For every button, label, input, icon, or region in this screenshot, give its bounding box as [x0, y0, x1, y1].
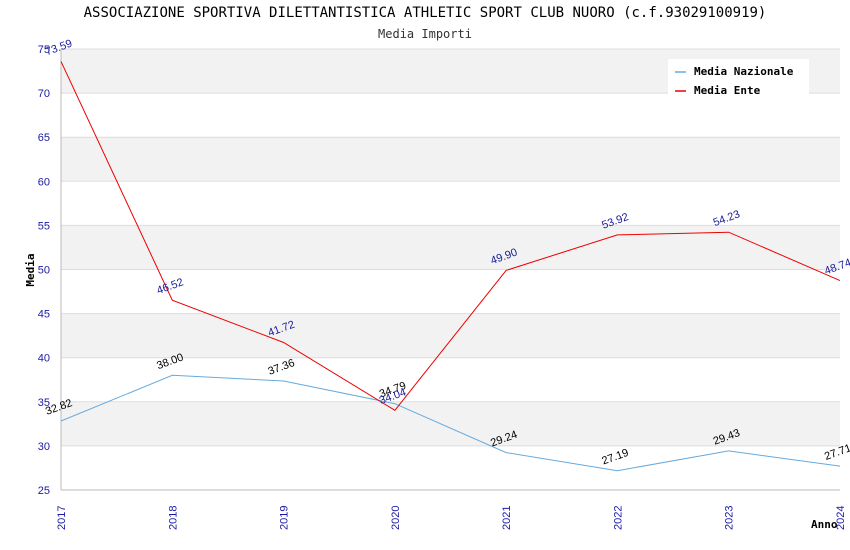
grid-band	[61, 313, 840, 358]
y-tick-label: 30	[38, 441, 50, 453]
grid-band	[61, 137, 840, 182]
legend: Media Nazionale Media Ente	[668, 59, 809, 97]
y-tick-label: 25	[38, 485, 50, 497]
y-tick-label: 45	[38, 309, 50, 321]
x-tick-label: 2024	[835, 506, 847, 530]
y-tick-label: 75	[38, 44, 50, 56]
chart-title: ASSOCIAZIONE SPORTIVA DILETTANTISTICA AT…	[83, 5, 767, 21]
y-axis-ticks: 25 30 35 40 45 50 55 60 65 70 75	[38, 44, 50, 497]
y-tick-label: 70	[38, 88, 50, 100]
x-axis-ticks: 2017 2018 2019 2020 2021 2022 2023 2024	[56, 506, 847, 530]
y-tick-label: 35	[38, 397, 50, 409]
y-tick-label: 65	[38, 132, 50, 144]
grid-band	[61, 401, 840, 446]
grid-band	[61, 357, 840, 402]
chart-subtitle: Media Importi	[378, 27, 472, 41]
grid-band	[61, 181, 840, 226]
x-tick-label: 2022	[612, 506, 624, 530]
x-tick-label: 2020	[390, 506, 402, 530]
series-line-ente	[60, 61, 841, 411]
x-axis-label: Anno	[811, 518, 838, 531]
x-tick-label: 2021	[501, 506, 513, 530]
grid-bands	[61, 49, 840, 490]
grid-band	[61, 93, 840, 138]
legend-label-nazionale: Media Nazionale	[694, 65, 794, 78]
series-line-nazionale	[60, 374, 841, 472]
y-tick-label: 60	[38, 176, 50, 188]
grid-band	[61, 445, 840, 490]
y-axis-label: Media	[24, 253, 37, 286]
x-tick-label: 2017	[56, 506, 68, 530]
y-tick-label: 50	[38, 265, 50, 277]
legend-label-ente: Media Ente	[694, 84, 761, 97]
x-tick-label: 2018	[167, 506, 179, 530]
x-tick-label: 2019	[279, 506, 291, 530]
grid-lines	[60, 48, 840, 491]
x-tick-label: 2023	[724, 506, 736, 530]
y-tick-label: 55	[38, 220, 50, 232]
legend-box	[668, 59, 809, 97]
series-lines	[60, 61, 841, 472]
y-tick-label: 40	[38, 353, 50, 365]
grid-band	[61, 269, 840, 314]
